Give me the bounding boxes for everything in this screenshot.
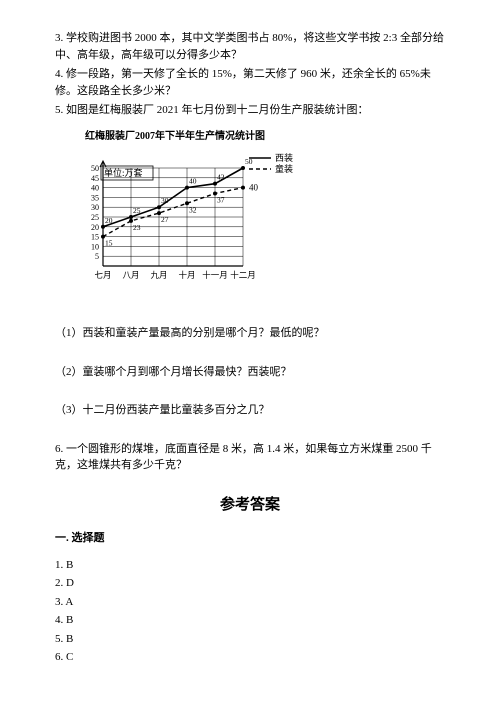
chart-container: 单位:万套西装童装5101520253035404550七月八月九月十月十一月十… [75,148,445,304]
answer-2: 2. D [55,575,445,592]
svg-text:40: 40 [189,176,197,185]
svg-text:七月: 七月 [94,270,111,280]
svg-text:40: 40 [249,182,259,192]
svg-text:35: 35 [91,193,99,202]
svg-text:八月: 八月 [122,270,139,280]
chart-title: 红梅服装厂2007年下半年生产情况统计图 [85,129,445,144]
svg-text:十二月: 十二月 [230,270,256,280]
sub-question-2: （2）童装哪个月到哪个月增长得最快？西装呢？ [55,364,445,381]
svg-text:25: 25 [133,206,141,215]
section-heading: 一. 选择题 [55,530,445,547]
problem-4: 4. 修一段路，第一天修了全长的 15%，第二天修了 960 米，还余全长的 6… [55,66,445,99]
problem-6: 6. 一个圆锥形的煤堆，底面直径是 8 米，高 1.4 米，如果每立方米煤重 2… [55,441,445,474]
svg-text:23: 23 [133,222,141,231]
answer-4: 4. B [55,612,445,629]
svg-text:5: 5 [95,252,99,261]
answer-6: 6. C [55,649,445,666]
svg-text:西装: 西装 [275,152,293,163]
sub-question-3: （3）十二月份西装产量比童装多百分之几？ [55,402,445,419]
svg-text:十月: 十月 [178,270,195,280]
svg-text:25: 25 [91,213,99,222]
svg-text:30: 30 [91,203,99,212]
svg-text:42: 42 [217,172,225,181]
svg-text:30: 30 [161,196,169,205]
answer-3: 3. A [55,594,445,611]
svg-text:32: 32 [189,205,197,214]
svg-text:45: 45 [91,173,99,182]
svg-text:十一月: 十一月 [202,270,228,280]
svg-text:15: 15 [91,232,99,241]
answer-1: 1. B [55,557,445,574]
svg-text:九月: 九月 [150,270,167,280]
problem-3: 3. 学校购进图书 2000 本，其中文学类图书占 80%，将这些文学书按 2:… [55,30,445,63]
svg-text:15: 15 [105,238,113,247]
svg-text:20: 20 [91,222,99,231]
svg-text:27: 27 [161,215,169,224]
sub-question-1: （1）西装和童装产量最高的分别是哪个月？最低的呢？ [55,325,445,342]
chart-svg: 单位:万套西装童装5101520253035404550七月八月九月十月十一月十… [75,148,305,298]
svg-text:40: 40 [91,183,99,192]
answer-heading: 参考答案 [55,494,445,517]
svg-text:50: 50 [91,164,99,173]
svg-text:单位:万套: 单位:万套 [104,167,143,178]
answer-5: 5. B [55,631,445,648]
svg-text:20: 20 [105,215,113,224]
problem-5: 5. 如图是红梅服装厂 2021 年七月份到十二月份生产服装统计图： [55,102,445,119]
svg-text:童装: 童装 [275,163,293,174]
svg-text:50: 50 [245,157,253,166]
svg-text:10: 10 [91,242,99,251]
svg-text:37: 37 [217,195,225,204]
